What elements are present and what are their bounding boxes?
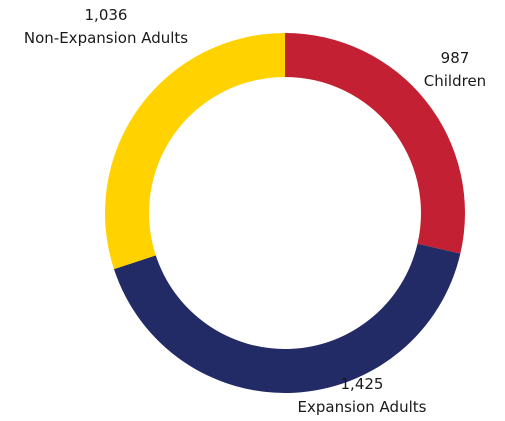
- donut-slice-non-expansion-adults: [105, 33, 286, 270]
- slice-value-children: 987: [441, 49, 470, 67]
- slice-labels: 987 Children 1,425 Expansion Adults 1,03…: [24, 6, 486, 416]
- donut-slices: [105, 33, 465, 394]
- donut-slice-children: [285, 33, 465, 254]
- donut-slice-expansion-adults: [113, 243, 461, 394]
- slice-label-children: Children: [424, 72, 486, 90]
- slice-label-non-expansion-adults: Non-Expansion Adults: [24, 29, 188, 47]
- slice-label-expansion-adults: Expansion Adults: [298, 398, 427, 416]
- slice-value-expansion-adults: 1,425: [341, 375, 384, 393]
- slice-value-non-expansion-adults: 1,036: [85, 6, 128, 24]
